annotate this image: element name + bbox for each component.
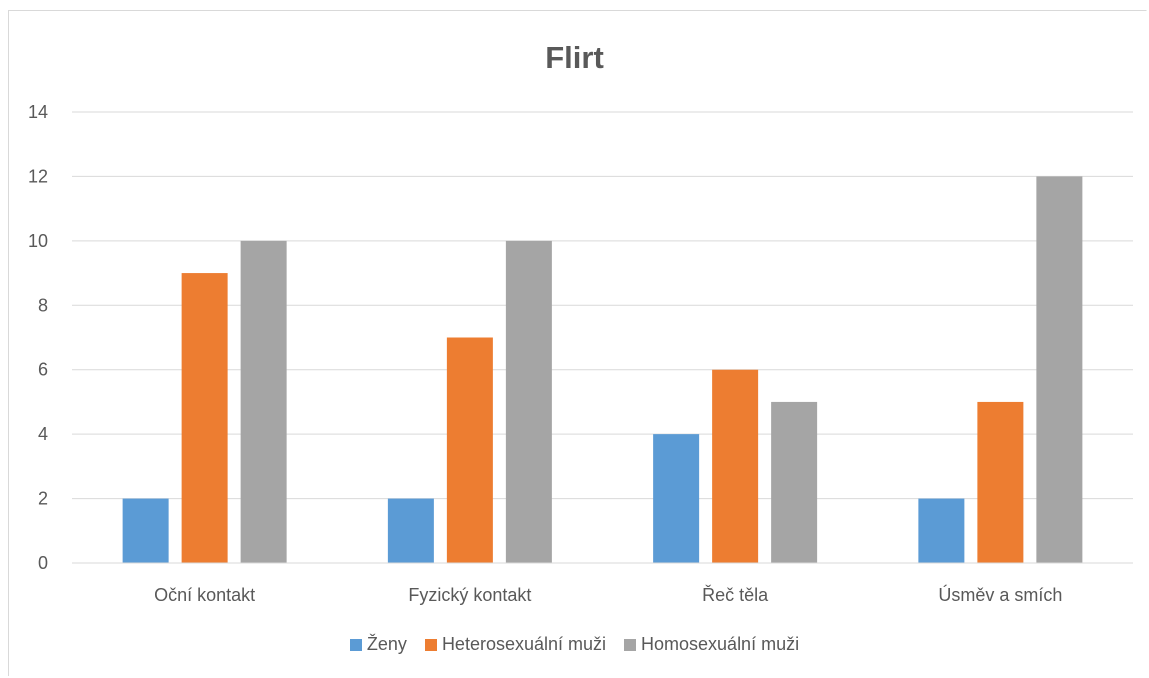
y-tick-label: 6 bbox=[38, 360, 48, 380]
bar bbox=[240, 240, 287, 563]
bar bbox=[1036, 176, 1083, 563]
bar bbox=[505, 240, 552, 563]
legend-label: Heterosexuální muži bbox=[441, 634, 607, 654]
bar bbox=[977, 401, 1024, 563]
y-tick-label: 10 bbox=[28, 231, 48, 251]
y-tick-label: 14 bbox=[28, 102, 48, 122]
legend-item: Homosexuální muži bbox=[624, 634, 799, 655]
legend: Ženy Heterosexuální muži Homosexuální muži bbox=[0, 634, 1149, 655]
x-tick-label: Úsměv a smích bbox=[938, 584, 1062, 605]
bar bbox=[653, 434, 700, 563]
legend-swatch bbox=[624, 638, 637, 651]
bar bbox=[181, 273, 228, 563]
legend-swatch bbox=[349, 638, 362, 651]
y-tick-label: 0 bbox=[38, 553, 48, 573]
legend-item: Heterosexuální muži bbox=[424, 634, 607, 655]
x-tick-label: Fyzický kontakt bbox=[408, 585, 531, 605]
y-tick-label: 4 bbox=[38, 424, 48, 444]
bar bbox=[122, 498, 169, 563]
bar bbox=[712, 369, 759, 563]
bar bbox=[387, 498, 434, 563]
y-tick-label: 2 bbox=[38, 489, 48, 509]
y-tick-label: 8 bbox=[38, 295, 48, 315]
legend-label: Homosexuální muži bbox=[641, 634, 800, 654]
y-tick-label: 12 bbox=[28, 166, 48, 186]
bar bbox=[446, 337, 493, 563]
legend-swatch bbox=[424, 638, 437, 651]
x-tick-label: Oční kontakt bbox=[154, 585, 255, 605]
bar bbox=[771, 401, 818, 563]
x-tick-label: Řeč těla bbox=[702, 585, 769, 605]
legend-item: Ženy bbox=[349, 634, 407, 655]
bar bbox=[918, 498, 965, 563]
chart-title: Flirt bbox=[545, 40, 604, 75]
legend-label: Ženy bbox=[366, 634, 407, 654]
